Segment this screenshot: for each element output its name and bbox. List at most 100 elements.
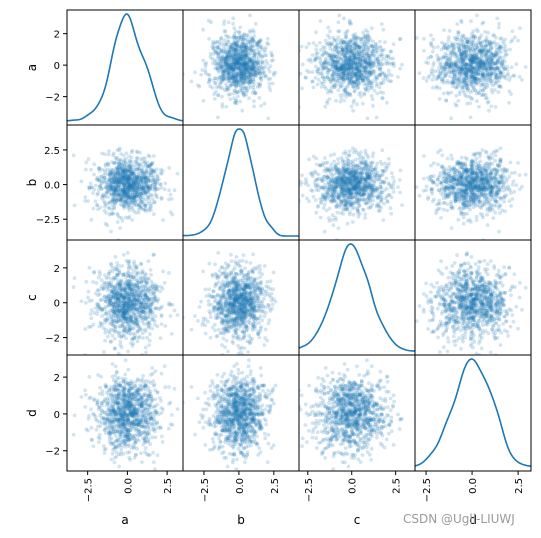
scatter-point: [246, 39, 251, 44]
scatter-point: [151, 169, 156, 174]
scatter-point: [345, 44, 350, 48]
scatter-point: [482, 71, 487, 76]
scatter-point: [477, 65, 482, 69]
scatter-point: [124, 174, 129, 179]
scatter-point: [321, 66, 326, 71]
scatter-point: [474, 27, 479, 32]
scatter-point: [222, 88, 227, 92]
scatter-point: [226, 51, 230, 56]
scatter-point: [347, 79, 351, 84]
scatter-point: [111, 171, 116, 176]
scatter-point: [109, 185, 114, 190]
scatter-point: [242, 61, 247, 66]
scatter-point: [361, 74, 366, 79]
scatter-point: [108, 183, 113, 187]
scatter-point: [442, 45, 446, 50]
scatter-point: [353, 74, 358, 79]
scatter-point: [235, 40, 240, 45]
scatter-point: [446, 35, 451, 40]
scatter-point: [358, 70, 362, 74]
scatter-point: [128, 196, 133, 201]
scatter-point: [136, 182, 140, 186]
scatter-point: [341, 206, 346, 211]
scatter-point: [365, 52, 369, 57]
scatter-point: [92, 187, 97, 192]
scatter-point: [365, 77, 370, 82]
scatter-point: [248, 30, 253, 35]
scatter-point: [389, 49, 394, 54]
scatter-point: [350, 64, 355, 69]
scatter-point: [123, 197, 128, 202]
scatter-point: [227, 49, 232, 54]
scatter-point: [239, 44, 244, 49]
scatter-point: [508, 47, 512, 52]
scatter-point: [237, 55, 241, 59]
scatter-point: [327, 184, 332, 189]
scatter-point: [375, 50, 379, 55]
scatter-point: [245, 51, 250, 56]
scatter-point: [461, 68, 465, 72]
scatter-point: [244, 53, 249, 58]
scatter-point: [459, 20, 464, 25]
scatter-point: [324, 42, 329, 46]
scatter-point: [338, 84, 343, 88]
scatter-point: [257, 53, 262, 58]
scatter-point: [511, 73, 516, 78]
scatter-point: [125, 165, 130, 170]
scatter-point: [372, 72, 377, 77]
scatter-point: [252, 59, 257, 64]
scatter-point: [103, 185, 108, 190]
scatter-point: [361, 177, 365, 182]
scatter-point: [229, 45, 234, 50]
scatter-point: [342, 71, 346, 75]
scatter-point: [119, 167, 124, 171]
scatter-point: [252, 104, 256, 109]
scatter-point: [111, 177, 116, 182]
scatter-point: [117, 178, 122, 182]
scatter-point: [236, 61, 241, 65]
scatter-point: [225, 73, 230, 77]
scatter-point: [449, 61, 454, 66]
scatter-point: [344, 58, 348, 63]
scatter-point: [115, 148, 120, 152]
scatter-point: [348, 48, 353, 52]
scatter-point: [452, 61, 457, 66]
scatter-point: [258, 64, 263, 69]
scatter-point: [217, 46, 221, 51]
scatter-point: [235, 94, 240, 99]
scatter-point: [477, 49, 482, 53]
scatter-point: [131, 184, 135, 189]
scatter-point: [338, 56, 342, 61]
scatter-point: [141, 185, 146, 189]
scatter-point: [168, 210, 173, 215]
scatter-point: [133, 176, 137, 181]
scatter-point: [365, 42, 369, 47]
scatter-point: [385, 78, 390, 82]
scatter-point: [219, 80, 224, 84]
scatter-point: [228, 62, 232, 67]
scatter-point: [460, 67, 465, 72]
scatter-point: [135, 186, 140, 191]
scatter-point: [126, 181, 131, 186]
scatter-point: [341, 67, 346, 71]
scatter-point: [271, 73, 276, 77]
scatter-point: [473, 53, 477, 58]
scatter-point: [115, 184, 120, 189]
scatter-point: [367, 65, 372, 70]
scatter-point: [309, 188, 313, 193]
scatter-point: [224, 56, 229, 61]
scatter-point: [458, 59, 463, 63]
scatter-point: [108, 170, 113, 175]
scatter-point: [445, 46, 450, 51]
scatter-point: [471, 29, 476, 34]
scatter-point: [347, 81, 352, 86]
scatter-point: [231, 47, 235, 52]
scatter-point: [102, 208, 107, 213]
scatter-point: [238, 69, 243, 74]
scatter-point: [245, 73, 250, 77]
scatter-point: [115, 187, 120, 192]
scatter-point: [455, 22, 460, 26]
scatter-point: [364, 86, 369, 91]
scatter-point: [363, 67, 368, 72]
scatter-point: [251, 53, 256, 58]
